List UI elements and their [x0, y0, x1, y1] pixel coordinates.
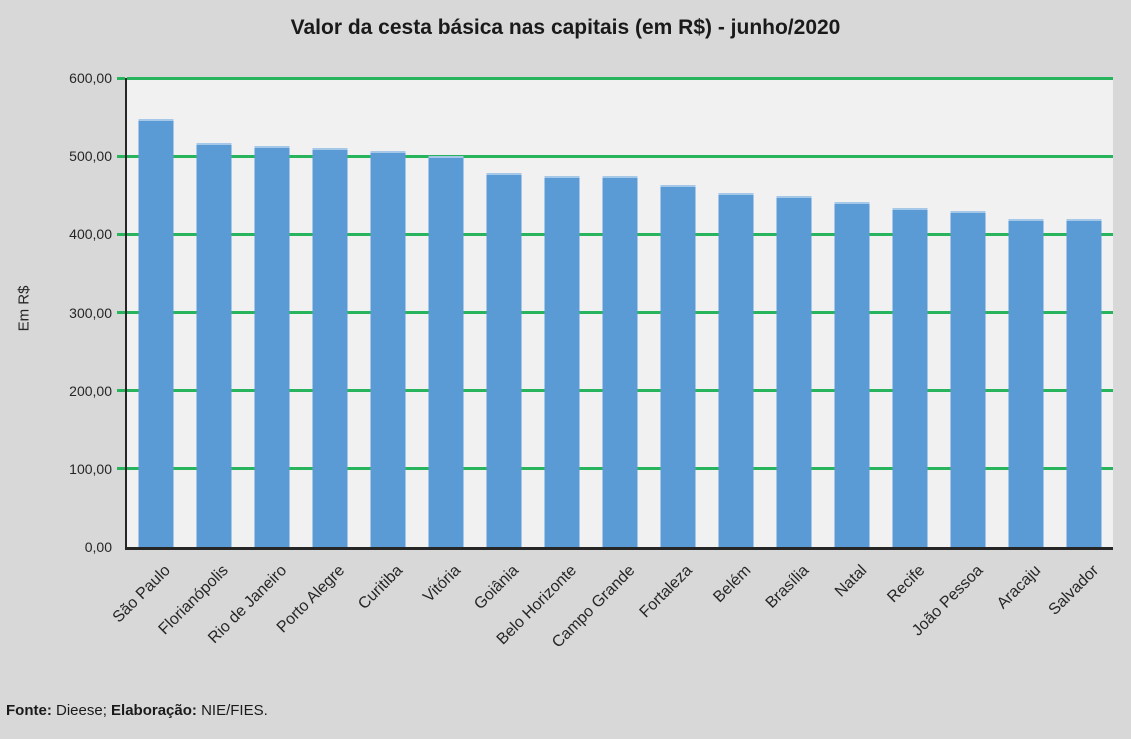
bar-slot [997, 78, 1055, 547]
x-axis-labels: São Paulo Florianópolis Rio de Janeiro Port… [110, 556, 1111, 691]
x-tick-label: Curitiba [355, 562, 407, 614]
bars [127, 78, 1113, 547]
y-tick-label: 0,00 [84, 539, 112, 555]
bar-são-paulo [138, 119, 174, 547]
y-tick-label: 100,00 [69, 460, 112, 477]
source-value: Dieese; [51, 702, 112, 719]
y-tick-label: 600,00 [69, 70, 112, 86]
plot-area [117, 76, 1113, 550]
bar-slot [185, 78, 243, 547]
bar-slot [301, 78, 359, 547]
y-tick-label: 500,00 [69, 148, 112, 165]
source-label: Fonte: [6, 702, 52, 719]
x-tick-label: Natal [831, 562, 871, 601]
chart-title: Valor da cesta básica nas capitais (em R… [290, 16, 841, 39]
x-tick-label: Brasília [762, 562, 813, 612]
bar-joão-pessoa [950, 210, 986, 547]
bar-vitória [428, 156, 464, 547]
bar-recife [892, 207, 928, 547]
bar-fortaleza [660, 185, 696, 547]
y-tick-label: 300,00 [69, 304, 112, 321]
bar-slot [1055, 78, 1113, 547]
x-tick-label: Fortaleza [636, 562, 697, 622]
source-note: Fonte: Dieese; Elaboração: NIE/FIES. [6, 702, 268, 719]
y-axis-labels: 0,00 100,00 200,00 300,00 400,00 500,00 600,00 [0, 70, 112, 555]
bar-campo-grande [602, 175, 638, 547]
y-tick-500 [117, 154, 125, 158]
bar-slot [881, 78, 939, 547]
x-tick-label: Goiânia [470, 562, 523, 614]
bar-porto-alegre [312, 147, 348, 547]
bar-salvador [1066, 218, 1102, 547]
gridline-500 [127, 154, 1113, 158]
y-tick-400 [117, 232, 125, 236]
x-tick-label: Vitória [420, 562, 465, 606]
bar-slot [475, 78, 533, 547]
bar-belo-horizonte [544, 175, 580, 547]
gridline-600 [127, 76, 1113, 80]
bar-slot [649, 78, 707, 547]
bar-aracaju [1008, 218, 1044, 547]
bar-brasília [776, 196, 812, 547]
bar-curitiba [370, 151, 406, 547]
y-tick-100 [117, 467, 125, 471]
elaboration-value: NIE/FIES. [196, 702, 268, 719]
bar-slot [417, 78, 475, 547]
bar-rio-de-janeiro [254, 146, 290, 547]
bar-slot [591, 78, 649, 547]
bar-slot [939, 78, 997, 547]
x-tick-label: Aracaju [993, 562, 1045, 613]
bar-goiânia [486, 172, 522, 547]
bar-slot [823, 78, 881, 547]
x-tick-label: Belém [709, 562, 755, 607]
bar-slot [533, 78, 591, 547]
y-tick-label: 200,00 [69, 382, 112, 399]
x-tick-label: Recife [883, 562, 929, 607]
y-tick-200 [117, 389, 125, 393]
elaboration-label: Elaboração: [111, 702, 197, 719]
bar-slot [765, 78, 823, 547]
bar-slot [707, 78, 765, 547]
bar-slot [243, 78, 301, 547]
x-tick-label: Salvador [1045, 562, 1103, 619]
bar-slot [127, 78, 185, 547]
y-tick-600 [117, 76, 125, 80]
y-tick-300 [117, 311, 125, 314]
bar-slot [359, 78, 417, 547]
y-tick-label: 400,00 [69, 226, 112, 243]
bar-natal [834, 202, 870, 547]
bar-florianópolis [196, 142, 232, 547]
bar-belém [718, 192, 754, 547]
